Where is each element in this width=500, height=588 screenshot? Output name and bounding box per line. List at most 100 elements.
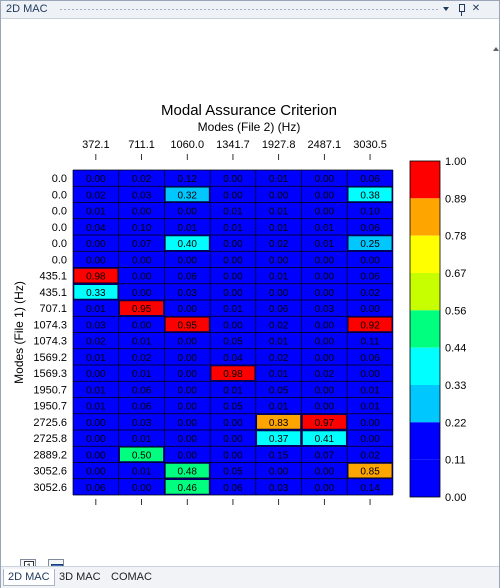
cell-value-label: 0.02: [86, 337, 106, 348]
y-tick-label: 3052.6: [33, 466, 67, 478]
colorbar-tick-label: 0.33: [445, 380, 466, 392]
x-tick-label: 1341.7: [216, 139, 250, 151]
x-tick-label: 3030.5: [353, 139, 387, 151]
cell-value-label: 0.00: [315, 337, 335, 348]
x-tick-label: 1060.0: [170, 139, 204, 151]
cell-value-label: 0.03: [269, 483, 289, 494]
x-tick-label: 1927.8: [262, 139, 296, 151]
cell-value-label: 0.00: [360, 418, 380, 429]
tab-comac[interactable]: COMAC: [111, 571, 152, 583]
x-tick-label: 711.1: [128, 139, 155, 151]
y-tick-label: 1074.3: [33, 319, 67, 331]
cell-value-label: 0.00: [360, 369, 380, 380]
colorbar-tick-label: 0.44: [445, 343, 466, 355]
cell-value-label: 0.02: [315, 369, 335, 380]
cell-value-label: 0.01: [269, 174, 289, 185]
cell-value-label: 0.01: [86, 402, 106, 413]
heatmap-cell: [73, 284, 118, 300]
cell-value-label: 0.00: [269, 190, 289, 201]
pin-icon[interactable]: [454, 2, 468, 16]
cell-value-label: 0.06: [360, 353, 380, 364]
x-tick-label: 372.1: [82, 139, 110, 151]
heatmap-cell: [165, 235, 210, 251]
cell-value-label: 0.05: [223, 467, 243, 478]
cell-value-label: 0.04: [86, 223, 106, 234]
cell-value-label: 0.01: [269, 402, 289, 413]
cell-value-label: 0.12: [178, 174, 198, 185]
y-tick-label: 0.0: [52, 238, 67, 250]
cell-value-label: 0.06: [360, 223, 380, 234]
cell-value-label: 0.02: [360, 288, 380, 299]
titlebar-grip[interactable]: [59, 8, 439, 11]
dropdown-icon[interactable]: [439, 2, 453, 16]
heatmap-cell: [302, 414, 347, 430]
cell-value-label: 0.00: [223, 239, 243, 250]
cell-value-label: 0.04: [223, 353, 243, 364]
colorbar-segment: [410, 198, 440, 236]
cell-value-label: 0.00: [86, 369, 106, 380]
cell-value-label: 0.83: [269, 418, 289, 429]
cell-value-label: 0.48: [178, 467, 198, 478]
y-tick-label: 2725.6: [33, 417, 67, 429]
cell-value-label: 0.37: [269, 434, 289, 445]
cell-value-label: 0.00: [132, 272, 152, 283]
y-tick-label: 2889.2: [33, 449, 67, 461]
cell-value-label: 0.00: [315, 272, 335, 283]
cell-value-label: 0.00: [223, 255, 243, 266]
cell-value-label: 0.03: [178, 288, 198, 299]
cell-value-label: 0.00: [132, 483, 152, 494]
y-tick-label: 0.0: [52, 222, 67, 234]
y-tick-label: 707.1: [39, 303, 67, 315]
cell-value-label: 0.00: [132, 320, 152, 331]
cell-value-label: 0.00: [360, 255, 380, 266]
colorbar-tick-label: 1.00: [445, 156, 466, 168]
heatmap-cell: [302, 430, 347, 446]
cell-value-label: 0.15: [269, 450, 289, 461]
heatmap-cell: [165, 479, 210, 495]
y-tick-label: 1569.2: [33, 352, 67, 364]
close-icon[interactable]: ✕: [471, 3, 481, 14]
cell-value-label: 0.01: [132, 337, 152, 348]
y-tick-label: 2725.8: [33, 433, 67, 445]
cell-value-label: 0.00: [86, 418, 106, 429]
cell-value-label: 0.02: [86, 190, 106, 201]
y-tick-label: 1950.7: [33, 384, 67, 396]
cell-value-label: 0.01: [132, 434, 152, 445]
cell-value-label: 0.10: [132, 223, 152, 234]
y-tick-label: 3052.6: [33, 482, 67, 494]
cell-value-label: 0.11: [361, 337, 380, 348]
cell-value-label: 0.00: [223, 450, 243, 461]
cell-value-label: 0.06: [178, 272, 198, 283]
cell-value-label: 0.00: [178, 207, 198, 218]
cell-value-label: 0.01: [86, 385, 106, 396]
tab-3d-mac[interactable]: 3D MAC: [59, 571, 101, 583]
heatmap-cell: [165, 187, 210, 202]
y-tick-label: 0.0: [52, 254, 67, 266]
cell-value-label: 0.00: [132, 288, 152, 299]
cell-value-label: 0.01: [269, 223, 289, 234]
cell-value-label: 0.00: [315, 207, 335, 218]
cell-value-label: 0.00: [315, 385, 335, 396]
cell-value-label: 0.00: [360, 434, 380, 445]
cell-value-label: 0.01: [223, 304, 243, 315]
cell-value-label: 0.06: [132, 385, 152, 396]
y-tick-label: 1569.3: [33, 368, 67, 380]
tab-2d-mac[interactable]: 2D MAC: [3, 569, 55, 586]
cell-value-label: 0.33: [86, 288, 106, 299]
colorbar-tick-label: 0.78: [445, 231, 466, 243]
chart-title: Modal Assurance Criterion: [161, 102, 337, 119]
colorbar-segment: [410, 273, 440, 311]
y-tick-label: 435.1: [39, 271, 67, 283]
cell-value-label: 0.00: [178, 337, 198, 348]
cell-value-label: 0.00: [132, 255, 152, 266]
cell-value-label: 0.00: [315, 483, 335, 494]
cell-value-label: 0.14: [360, 483, 380, 494]
cell-value-label: 0.00: [223, 434, 243, 445]
cell-value-label: 0.02: [132, 353, 152, 364]
cell-value-label: 0.03: [132, 418, 152, 429]
scroll-up-icon[interactable]: [493, 47, 499, 51]
vertical-scrollbar[interactable]: [492, 43, 500, 581]
cell-value-label: 0.40: [178, 239, 198, 250]
cell-value-label: 0.46: [178, 483, 198, 494]
